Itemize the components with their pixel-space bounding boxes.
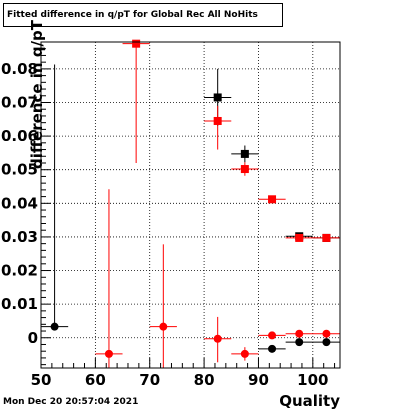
x-tick-label: 80	[194, 371, 215, 389]
y-tick-label: 0.03	[1, 228, 38, 246]
y-tick-label: 0.08	[1, 60, 38, 78]
y-tick-label: 0.07	[1, 93, 38, 111]
x-tick-label: 100	[297, 371, 328, 389]
data-point-square	[213, 116, 222, 125]
data-point-circle	[295, 338, 304, 347]
axis-ticks	[40, 41, 336, 368]
y-axis-title: difference in q/pT	[28, 19, 46, 169]
y-tick-label: 0	[28, 329, 38, 347]
x-tick-label: 70	[139, 371, 160, 389]
data-point-square	[268, 195, 277, 204]
data-point-square	[240, 149, 249, 158]
error-bars	[41, 43, 340, 368]
timestamp: Mon Dec 20 20:57:04 2021	[3, 397, 139, 407]
data-point-square	[295, 233, 304, 242]
chart-title: Fitted difference in q/pT for Global Rec…	[3, 3, 283, 27]
data-point-circle	[268, 344, 277, 353]
y-tick-label: 0.01	[1, 295, 38, 313]
data-point-circle	[295, 329, 304, 338]
plot-frame	[40, 41, 341, 369]
data-point-circle	[213, 334, 222, 343]
y-tick-label: 0.04	[1, 194, 38, 212]
data-point-circle	[240, 349, 249, 358]
data-point-square	[213, 93, 222, 102]
x-tick-label: 60	[85, 371, 106, 389]
data-point-circle	[159, 322, 168, 331]
x-axis-title: Quality	[279, 392, 340, 409]
data-point-square	[132, 39, 141, 48]
data-point-circle	[50, 322, 59, 331]
data-point-circle	[268, 331, 277, 340]
y-tick-label: 0.02	[1, 262, 38, 280]
x-tick-label: 90	[248, 371, 269, 389]
data-point-circle	[322, 338, 331, 347]
x-tick-label: 50	[31, 371, 52, 389]
data-point-circle	[104, 349, 113, 358]
grid	[41, 42, 340, 368]
y-tick-label: 0.05	[1, 161, 38, 179]
y-tick-label: 0.06	[1, 127, 38, 145]
data-point-square	[240, 165, 249, 174]
data-point-square	[322, 233, 331, 242]
axis-tick-labels: 50 60 70 80 90 100 0 0.01 0.02 0.03 0.04 0.05 0.06 0.…	[1, 60, 328, 389]
data-point-circle	[322, 329, 331, 338]
data-markers	[50, 39, 331, 358]
